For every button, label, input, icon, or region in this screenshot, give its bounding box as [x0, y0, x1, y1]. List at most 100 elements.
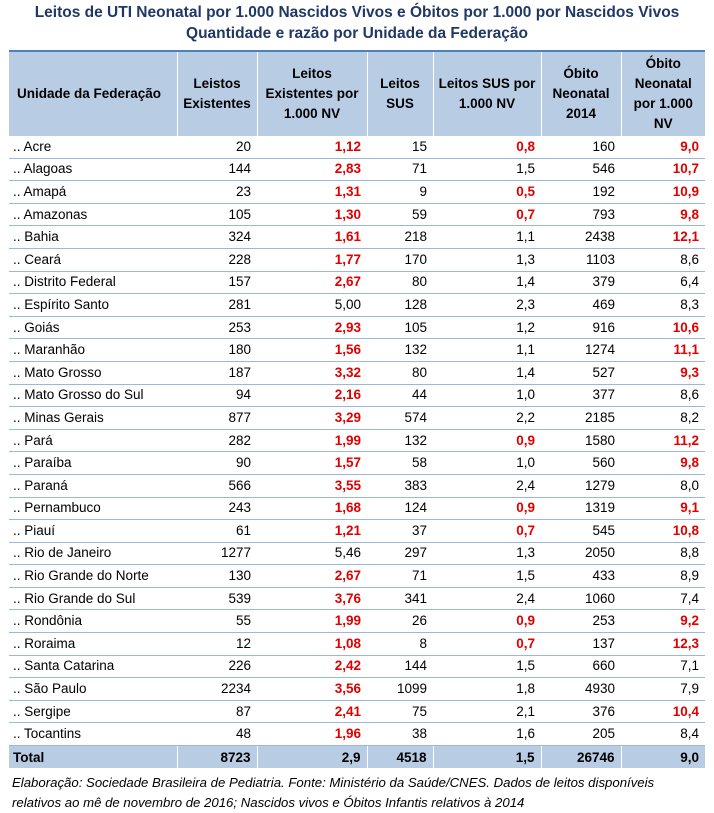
cell-obito-neonatal-nv: 10,7: [621, 158, 705, 182]
table-row: .. Bahia 324 1,61 218 1,1 2438 12,1: [9, 225, 705, 249]
cell-obito-neonatal: 433: [541, 564, 621, 588]
cell-obito-neonatal-nv: 8,2: [621, 406, 705, 430]
cell-obito-neonatal-nv: 11,2: [621, 429, 705, 453]
cell-leitos-existentes-nv: 2,41: [257, 700, 367, 724]
cell-obito-neonatal-nv: 8,0: [621, 474, 705, 498]
cell-leitos-sus: 9: [367, 180, 433, 204]
total-leitos-sus-nv: 1,5: [432, 745, 541, 769]
cell-leitos-sus-nv: 0,5: [433, 180, 541, 204]
cell-leitos-sus-nv: 1,1: [433, 225, 541, 249]
table-row: .. Minas Gerais 877 3,29 574 2,2 2185 8,2: [9, 406, 705, 430]
cell-leitos-existentes-nv: 1,68: [257, 497, 367, 521]
cell-leitos-existentes: 180: [177, 338, 257, 362]
total-leitos-existentes-nv: 2,9: [256, 745, 367, 769]
cell-leitos-existentes: 105: [177, 203, 257, 227]
cell-obito-neonatal-nv: 9,8: [621, 203, 705, 227]
cell-uf: .. Ceará: [9, 248, 177, 272]
total-leitos-sus: 4518: [366, 745, 433, 769]
cell-uf: .. Maranhão: [9, 338, 177, 362]
cell-leitos-sus-nv: 1,3: [433, 248, 541, 272]
cell-obito-neonatal-nv: 12,3: [621, 632, 705, 656]
cell-leitos-existentes-nv: 2,42: [257, 655, 367, 679]
table-row: .. Mato Grosso 187 3,32 80 1,4 527 9,3: [9, 361, 705, 385]
total-leitos-existentes: 8723: [176, 745, 257, 769]
table-row: .. Pernambuco 243 1,68 124 0,9 1319 9,1: [9, 497, 705, 521]
cell-leitos-existentes-nv: 1,96: [257, 722, 367, 747]
table-row: .. Piauí 61 1,21 37 0,7 545 10,8: [9, 519, 705, 543]
cell-obito-neonatal-nv: 9,8: [621, 451, 705, 475]
table-row: .. Rondônia 55 1,99 26 0,9 253 9,2: [9, 609, 705, 634]
cell-leitos-sus-nv: 1,5: [433, 158, 541, 182]
cell-obito-neonatal: 379: [541, 271, 621, 295]
table-header: Unidade da Federação Leistos Existentes …: [9, 51, 705, 136]
table-row: .. Rio Grande do Norte 130 2,67 71 1,5 433 8,9: [9, 564, 705, 588]
cell-obito-neonatal: 660: [541, 655, 621, 679]
table-title: Leitos de UTI Neonatal por 1.000 Nascido…: [34, 4, 680, 21]
cell-leitos-existentes-nv: 1,99: [257, 429, 367, 453]
cell-obito-neonatal-nv: 9,1: [621, 497, 705, 521]
cell-obito-neonatal-nv: 8,8: [621, 542, 705, 566]
cell-leitos-sus-nv: 2,2: [433, 406, 541, 430]
cell-leitos-sus-nv: 0,9: [433, 497, 541, 521]
cell-leitos-sus: 15: [367, 136, 433, 159]
cell-leitos-existentes-nv: 2,16: [257, 384, 367, 408]
table-row: .. Mato Grosso do Sul 94 2,16 44 1,0 377 8,6: [9, 384, 705, 408]
table-row: .. Ceará 228 1,77 170 1,3 1103 8,6: [9, 248, 705, 272]
header-obito-neonatal: Óbito Neonatal 2014: [540, 51, 621, 136]
cell-obito-neonatal: 1274: [541, 338, 621, 362]
cell-leitos-sus-nv: 1,4: [433, 271, 541, 295]
cell-uf: .. Alagoas: [9, 158, 177, 182]
data-table: Unidade da Federação Leistos Existentes …: [9, 50, 705, 769]
cell-obito-neonatal: 2438: [541, 225, 621, 249]
cell-obito-neonatal-nv: 10,4: [621, 700, 705, 724]
cell-obito-neonatal: 546: [541, 158, 621, 182]
cell-leitos-existentes-nv: 3,56: [257, 677, 367, 701]
cell-leitos-existentes: 157: [177, 271, 257, 295]
cell-leitos-existentes: 12: [177, 632, 257, 656]
cell-leitos-existentes-nv: 3,32: [257, 361, 367, 385]
cell-obito-neonatal: 2185: [541, 406, 621, 430]
cell-obito-neonatal-nv: 8,4: [621, 722, 705, 747]
cell-leitos-sus-nv: 0,9: [433, 609, 541, 634]
header-uf: Unidade da Federação: [9, 51, 177, 136]
cell-leitos-existentes: 61: [177, 519, 257, 543]
cell-leitos-sus-nv: 1,5: [433, 655, 541, 679]
cell-leitos-sus-nv: 1,3: [433, 542, 541, 566]
cell-leitos-sus: 1099: [367, 677, 433, 701]
cell-obito-neonatal-nv: 12,1: [621, 225, 705, 249]
cell-leitos-sus-nv: 1,4: [433, 361, 541, 385]
cell-obito-neonatal: 253: [541, 609, 621, 634]
cell-leitos-sus-nv: 1,8: [433, 677, 541, 701]
cell-leitos-existentes: 23: [177, 180, 257, 204]
cell-leitos-existentes-nv: 1,31: [257, 180, 367, 204]
cell-obito-neonatal: 2050: [541, 542, 621, 566]
cell-leitos-sus-nv: 0,7: [433, 519, 541, 543]
cell-leitos-sus: 218: [367, 225, 433, 249]
cell-leitos-sus-nv: 0,8: [433, 136, 541, 159]
cell-obito-neonatal: 545: [541, 519, 621, 543]
table-body: .. Acre 20 1,12 15 0,8 160 9,0.. Alagoas 144 2,8…: [9, 136, 705, 747]
cell-obito-neonatal: 1103: [541, 248, 621, 272]
cell-obito-neonatal-nv: 9,3: [621, 361, 705, 385]
cell-leitos-sus: 124: [367, 497, 433, 521]
cell-obito-neonatal-nv: 7,1: [621, 655, 705, 679]
cell-leitos-existentes-nv: 2,67: [257, 564, 367, 588]
cell-leitos-sus-nv: 1,0: [433, 451, 541, 475]
cell-leitos-sus: 44: [367, 384, 433, 408]
cell-leitos-existentes: 20: [177, 136, 257, 159]
cell-leitos-existentes: 2234: [177, 677, 257, 701]
cell-uf: .. Acre: [9, 136, 177, 159]
table-row: .. Paraná 566 3,55 383 2,4 1279 8,0: [9, 474, 705, 498]
table-row: .. Rio Grande do Sul 539 3,76 341 2,4 1060 7,4: [9, 587, 705, 611]
cell-leitos-sus: 71: [367, 564, 433, 588]
cell-uf: .. Santa Catarina: [9, 655, 177, 679]
cell-obito-neonatal-nv: 9,2: [621, 609, 705, 634]
table-row: .. Alagoas 144 2,83 71 1,5 546 10,7: [9, 158, 705, 182]
cell-obito-neonatal-nv: 8,9: [621, 564, 705, 588]
table-row: .. Amazonas 105 1,30 59 0,7 793 9,8: [9, 203, 705, 227]
header-leitos-sus-nv: Leitos SUS por 1.000 NV: [432, 51, 541, 136]
cell-leitos-sus: 80: [367, 361, 433, 385]
cell-uf: .. São Paulo: [9, 677, 177, 701]
cell-leitos-sus: 132: [367, 429, 433, 453]
